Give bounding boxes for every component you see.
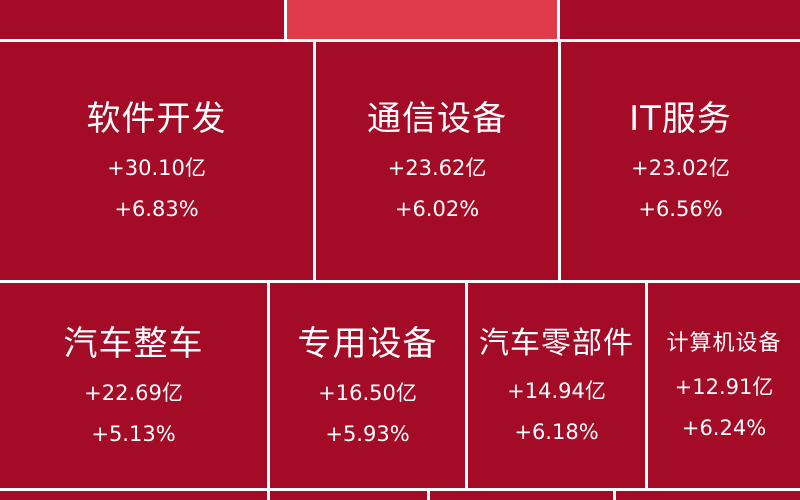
treemap-tile-partial-bottom-1 xyxy=(0,491,267,500)
tile-change: +5.13% xyxy=(91,421,176,446)
tile-change: +6.18% xyxy=(514,419,599,444)
treemap-tile-special-equipment[interactable]: 专用设备 +16.50亿 +5.93% xyxy=(270,283,465,488)
tile-value: +30.10亿 xyxy=(107,156,206,180)
treemap-tile-auto-vehicles[interactable]: 汽车整车 +22.69亿 +5.13% xyxy=(0,283,267,488)
tile-value: +22.69亿 xyxy=(84,380,183,405)
tile-name: IT服务 xyxy=(629,99,732,139)
treemap-tile-computer-equipment[interactable]: 计算机设备 +12.91亿 +6.24% xyxy=(648,283,800,488)
treemap-tile-comm-equipment[interactable]: 通信设备 +23.62亿 +6.02% xyxy=(316,42,558,280)
treemap-tile-partial-top-3 xyxy=(560,0,800,39)
treemap-tile-partial-bottom-3 xyxy=(430,491,613,500)
tile-name: 通信设备 xyxy=(367,99,507,139)
tile-change: +6.24% xyxy=(681,415,767,440)
tile-value: +23.62亿 xyxy=(387,156,487,180)
treemap-tile-partial-top-1 xyxy=(0,0,284,39)
tile-value: +14.94亿 xyxy=(507,378,606,403)
tile-change: +6.56% xyxy=(638,197,723,221)
treemap-tile-it-services[interactable]: IT服务 +23.02亿 +6.56% xyxy=(561,42,800,280)
tile-value: +16.50亿 xyxy=(318,380,417,405)
tile-change: +6.02% xyxy=(394,197,480,221)
treemap-tile-software-dev[interactable]: 软件开发 +30.10亿 +6.83% xyxy=(0,42,313,280)
treemap-tile-partial-top-2 xyxy=(287,0,557,39)
tile-name: 专用设备 xyxy=(297,323,438,364)
tile-change: +6.83% xyxy=(114,197,199,221)
treemap-tile-auto-parts[interactable]: 汽车零部件 +14.94亿 +6.18% xyxy=(468,283,645,488)
treemap-tile-partial-bottom-2 xyxy=(270,491,427,500)
tile-value: +23.02亿 xyxy=(631,156,730,180)
tile-name: 汽车整车 xyxy=(63,323,204,364)
tile-name: 汽车零部件 xyxy=(479,325,634,361)
tile-change: +5.93% xyxy=(325,421,410,446)
treemap-tile-partial-bottom-4 xyxy=(616,491,800,500)
tile-value: +12.91亿 xyxy=(674,374,774,399)
tile-name: 软件开发 xyxy=(86,99,227,139)
tile-name: 计算机设备 xyxy=(666,330,782,356)
